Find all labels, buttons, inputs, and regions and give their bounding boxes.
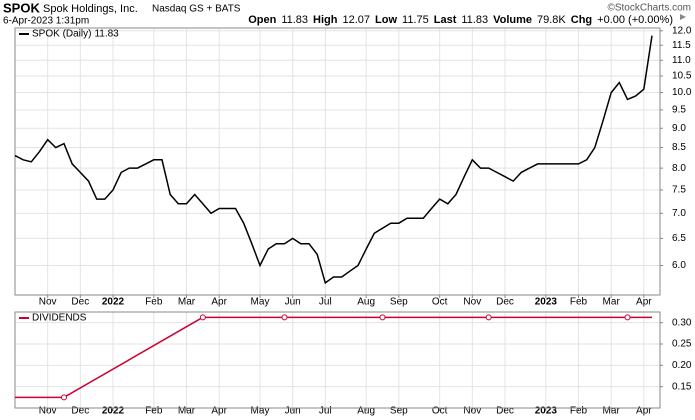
y-tick-label: 9.5	[672, 105, 686, 116]
x-tick-label: 2022	[102, 406, 125, 417]
quote-label: Last	[433, 14, 457, 26]
x-tick-label: Mar	[603, 297, 621, 308]
date: 6-Apr-2023 1:31pm	[3, 16, 89, 27]
y-tick-label: 7.5	[672, 185, 686, 196]
y-tick-label: 6.0	[672, 260, 686, 271]
legend-label: DIVIDENDS	[32, 313, 87, 324]
x-tick-label: Jun	[285, 406, 301, 417]
y-tick-label: 0.30	[672, 317, 692, 328]
y-tick-label: 8.0	[672, 163, 686, 174]
y-tick-label: 0.20	[672, 360, 692, 371]
price-line	[14, 35, 653, 285]
company: Spok Holdings, Inc.	[43, 3, 138, 15]
quote-value: 79.8K	[537, 14, 566, 26]
exchange: Nasdaq GS + BATS	[152, 4, 241, 15]
marker	[281, 314, 288, 321]
x-tick-label: Mar	[603, 406, 621, 417]
x-tick-label: Feb	[145, 297, 163, 308]
x-tick-label: Dec	[496, 406, 514, 417]
y-tick-label: 0.25	[672, 339, 692, 350]
x-tick-label: 2022	[102, 297, 125, 308]
x-tick-label: May	[251, 297, 270, 308]
x-tick-label: Jul	[319, 406, 332, 417]
x-tick-label: Nov	[39, 297, 57, 308]
x-tick-label: May	[251, 406, 270, 417]
quote-label: Open	[248, 14, 277, 26]
plot-frame	[14, 311, 661, 409]
quote-label: Low	[375, 14, 398, 26]
x-tick-label: 2023	[535, 297, 558, 308]
marker	[379, 314, 386, 321]
y-tick-label: 6.5	[672, 233, 686, 244]
x-tick-label: Dec	[71, 406, 89, 417]
plot-frame	[14, 27, 661, 296]
x-tick-label: Mar	[178, 406, 196, 417]
x-tick-label: Apr	[636, 297, 652, 308]
legend-label: SPOK (Daily)	[32, 29, 91, 40]
marker	[199, 314, 206, 321]
y-tick-label: 11.0	[672, 55, 691, 66]
line-segment	[63, 316, 204, 398]
x-tick-label: Nov	[39, 406, 57, 417]
x-tick-label: Aug	[357, 297, 375, 308]
x-tick-label: Sep	[390, 297, 408, 308]
quote: Open 11.83 High 12.07 Low 11.75 Last 11.83 Volum…	[248, 14, 673, 26]
quote-label: Volume	[493, 14, 533, 26]
x-tick-label: Feb	[145, 406, 163, 417]
legend-value: 11.83	[94, 29, 119, 40]
x-tick-label: Aug	[357, 406, 375, 417]
x-tick-label: Apr	[211, 297, 227, 308]
quote-label: Chg	[570, 14, 593, 26]
x-tick-label: 2023	[535, 406, 558, 417]
x-tick-label: Oct	[432, 297, 448, 308]
x-tick-label: Feb	[570, 297, 588, 308]
copyright: ©StockCharts.com	[607, 3, 691, 14]
quote-value: 11.75	[402, 14, 429, 26]
marker	[61, 394, 67, 401]
y-tick-label: 9.0	[672, 123, 686, 134]
quote-value: 11.83	[461, 14, 489, 26]
y-tick-label: 0.15	[672, 381, 692, 392]
x-tick-label: Jul	[319, 297, 332, 308]
marker	[485, 314, 492, 321]
x-tick-label: Feb	[570, 406, 588, 417]
quote-value: 12.07	[342, 14, 371, 26]
symbol: SPOK	[3, 0, 40, 15]
marker	[624, 314, 631, 321]
x-tick-label: Oct	[432, 406, 448, 417]
x-tick-label: Sep	[390, 406, 408, 417]
quote-value: 11.83	[281, 14, 309, 26]
x-tick-label: Jun	[285, 297, 301, 308]
x-tick-label: Apr	[211, 406, 227, 417]
y-tick-label: 7.0	[672, 208, 686, 219]
x-tick-label: Nov	[463, 297, 481, 308]
x-tick-label: Apr	[636, 406, 652, 417]
y-tick-label: 10.5	[672, 71, 692, 82]
y-tick-label: 12.0	[672, 25, 692, 36]
y-tick-label: 10.0	[672, 87, 692, 98]
y-tick-label: 11.5	[672, 40, 691, 51]
quote-value: +0.00 (+0.00%)	[597, 14, 673, 26]
x-tick-label: Nov	[463, 406, 481, 417]
x-tick-label: Dec	[496, 297, 514, 308]
arrow-icon	[680, 14, 686, 20]
y-tick-label: 8.5	[672, 142, 686, 153]
x-tick-label: Dec	[71, 297, 89, 308]
quote-label: High	[313, 14, 338, 26]
x-tick-label: Mar	[178, 297, 196, 308]
